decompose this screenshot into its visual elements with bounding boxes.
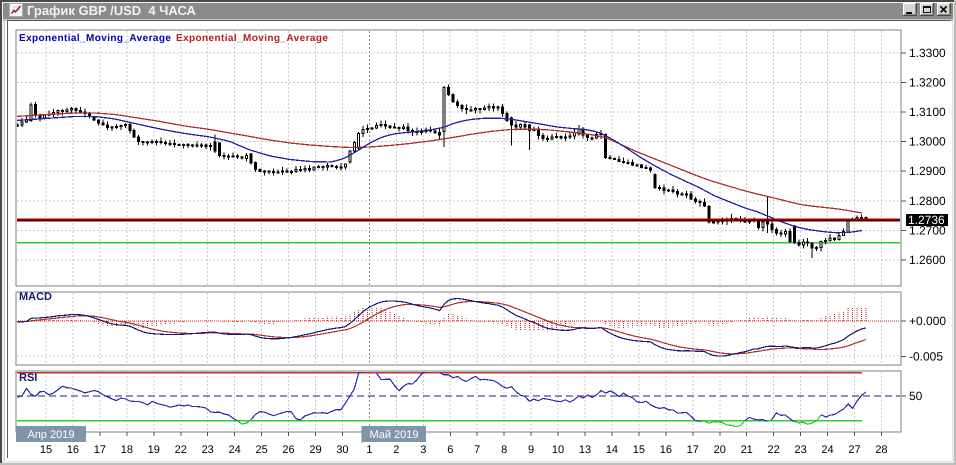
svg-text:22: 22 [175, 444, 187, 456]
svg-text:1.2700: 1.2700 [909, 223, 946, 237]
svg-text:7: 7 [474, 444, 480, 456]
svg-text:17: 17 [94, 444, 106, 456]
svg-text:13: 13 [579, 444, 591, 456]
svg-text:6: 6 [447, 444, 453, 456]
svg-text:19: 19 [148, 444, 160, 456]
svg-text:24: 24 [229, 444, 241, 456]
svg-text:23: 23 [202, 444, 214, 456]
svg-text:1.2600: 1.2600 [909, 253, 946, 267]
svg-text:+0.000: +0.000 [909, 314, 946, 328]
svg-text:27: 27 [848, 444, 860, 456]
svg-text:28: 28 [875, 444, 887, 456]
svg-text:1.2736: 1.2736 [908, 213, 945, 227]
svg-text:16: 16 [660, 444, 672, 456]
svg-text:Май 2019: Май 2019 [369, 429, 418, 441]
svg-text:17: 17 [687, 444, 699, 456]
svg-text:Exponential_Moving_Average: Exponential_Moving_Average [19, 33, 171, 44]
svg-text:1.3100: 1.3100 [909, 105, 946, 119]
svg-text:1.3300: 1.3300 [909, 46, 946, 60]
svg-text:50: 50 [909, 389, 923, 403]
svg-text:18: 18 [121, 444, 133, 456]
svg-text:24: 24 [821, 444, 833, 456]
svg-text:1: 1 [366, 444, 372, 456]
svg-text:10: 10 [552, 444, 564, 456]
svg-text:1.2900: 1.2900 [909, 164, 946, 178]
svg-text:25: 25 [255, 444, 267, 456]
svg-text:29: 29 [309, 444, 321, 456]
svg-text:График GBP /USD 4 ЧАСА: График GBP /USD 4 ЧАСА [27, 3, 196, 18]
svg-text:2: 2 [393, 444, 399, 456]
svg-text:Exponential_Moving_Average: Exponential_Moving_Average [176, 33, 328, 44]
svg-text:15: 15 [633, 444, 645, 456]
svg-text:30: 30 [336, 444, 348, 456]
svg-text:RSI: RSI [19, 372, 37, 384]
svg-text:16: 16 [67, 444, 79, 456]
svg-text:21: 21 [741, 444, 753, 456]
svg-text:23: 23 [794, 444, 806, 456]
svg-text:14: 14 [606, 444, 618, 456]
svg-text:9: 9 [528, 444, 534, 456]
svg-text:1.3000: 1.3000 [909, 135, 946, 149]
svg-text:8: 8 [501, 444, 507, 456]
svg-text:1.2800: 1.2800 [909, 194, 946, 208]
svg-text:1.3200: 1.3200 [909, 75, 946, 89]
svg-text:MACD: MACD [19, 291, 52, 303]
svg-text:Апр 2019: Апр 2019 [28, 429, 75, 441]
svg-text:26: 26 [282, 444, 294, 456]
svg-text:-0.005: -0.005 [909, 350, 943, 364]
svg-text:15: 15 [40, 444, 52, 456]
svg-text:3: 3 [420, 444, 426, 456]
svg-text:20: 20 [714, 444, 726, 456]
svg-text:22: 22 [768, 444, 780, 456]
